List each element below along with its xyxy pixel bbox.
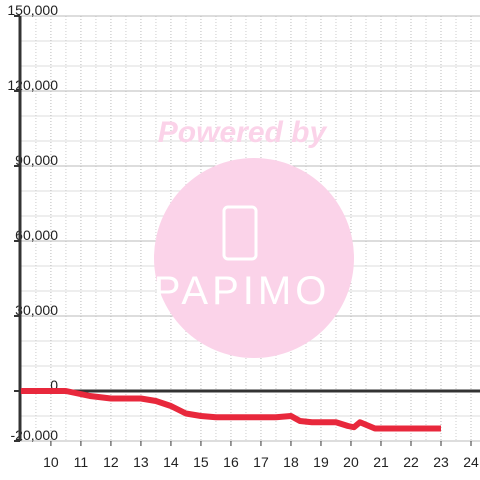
y-tick-label: 120,000 xyxy=(7,77,58,93)
x-tick-label: 21 xyxy=(373,454,389,470)
y-tick-label: 90,000 xyxy=(15,152,58,168)
y-tick-label: 30,000 xyxy=(15,302,58,318)
line-series xyxy=(20,388,441,432)
x-tick-label: 22 xyxy=(403,454,419,470)
x-tick-label: 20 xyxy=(343,454,359,470)
x-tick-label: 19 xyxy=(313,454,329,470)
x-tick-label: 23 xyxy=(433,454,449,470)
x-tick-label: 15 xyxy=(193,454,209,470)
y-tick-label: 60,000 xyxy=(15,227,58,243)
x-tick-label: 10 xyxy=(43,454,59,470)
x-tick-label: 13 xyxy=(133,454,149,470)
x-tick-label: 14 xyxy=(163,454,179,470)
y-tick-label: 150,000 xyxy=(7,2,58,18)
y-tick-label: 0 xyxy=(50,377,58,393)
x-tick-label: 11 xyxy=(74,454,89,470)
x-tick-label: 18 xyxy=(283,454,299,470)
watermark-phone xyxy=(222,205,258,261)
y-tick-label: -20,000 xyxy=(11,427,59,443)
x-tick-label: 17 xyxy=(253,454,269,470)
x-tick-label: 24 xyxy=(463,454,479,470)
x-tick-label: 16 xyxy=(223,454,239,470)
x-tick-label: 12 xyxy=(103,454,119,470)
plot: -20,000 0 30,000 60,000 90,000 120,000 150,000… xyxy=(7,2,480,470)
watermark-logo: PAPIMO xyxy=(154,269,331,313)
watermark-text: Powered by xyxy=(158,116,328,149)
